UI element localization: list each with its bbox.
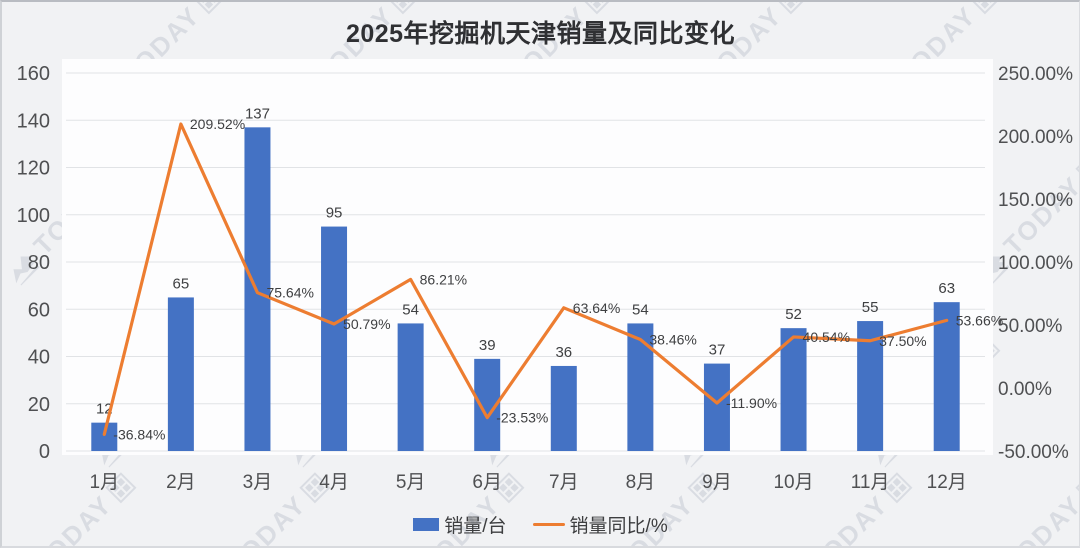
legend-item-yoy: 销量同比/% [532,511,668,538]
bar-m10 [780,328,807,451]
legend: 销量/台 销量同比/% [2,511,1079,538]
pct-label: 38.46% [649,332,696,348]
right-axis-tick: 0.00% [998,379,1052,400]
bar-m9 [703,363,730,451]
bar-value-label: 65 [173,275,190,292]
pct-label: 86.21% [420,271,467,287]
pct-label: 63.64% [573,300,620,316]
yoy-line-swatch-icon [532,522,565,527]
month-label: 7月 [549,472,579,493]
bar-m1 [91,422,118,451]
bar-value-label: 36 [555,344,572,361]
pct-labels: -36.84% 209.52% 75.64% 50.79% 86.21% -23.53% 6… [113,116,1003,442]
legend-yoy-label: 销量同比/% [569,516,668,537]
pct-label: 37.50% [879,333,926,349]
month-label: 12月 [927,472,967,493]
left-axis-tick: 0 [39,441,50,463]
month-label: 4月 [319,472,349,493]
bar-value-label: 54 [632,301,649,318]
bar-value-label: 54 [402,301,419,318]
bar-value-label: 39 [479,337,496,354]
left-axis-tick: 120 [17,158,50,180]
legend-item-sales: 销量/台 [413,511,507,538]
pct-label: -11.90% [726,395,777,411]
month-label: 10月 [773,472,813,493]
pct-label: -36.84% [113,426,165,442]
left-axis-tick: 160 [17,63,50,85]
pct-label: -23.53% [496,410,548,426]
left-axis-tick: 20 [28,394,50,416]
right-axis-tick: 200.00% [998,127,1073,148]
left-axis-tick: 60 [28,299,50,321]
right-axis-tick: -50.00% [998,442,1069,463]
bar-value-label: 63 [938,280,955,297]
bar-value-label: 52 [785,306,802,323]
left-axis-tick: 40 [28,347,50,369]
x-axis: 1月 2月 3月 4月 5月 6月 7月 8月 9月 10月 11月 12月 [90,472,967,493]
right-axis: 250.00% 200.00% 150.00% 100.00% 50.00% 0.00% -… [998,64,1073,463]
bar-m5 [397,323,424,451]
right-axis-tick: 150.00% [998,190,1073,211]
bar-value-label: 137 [245,105,270,122]
month-label: 6月 [472,472,502,493]
plot-area [62,59,993,455]
bar-m12 [933,302,960,451]
month-label: 1月 [90,472,120,493]
sales-bar-swatch-icon [413,518,440,531]
month-label: 9月 [702,472,732,493]
bar-value-label: 37 [709,342,726,359]
pct-label: 209.52% [190,116,245,132]
bar-m7 [550,365,577,451]
yoy-line [102,122,949,437]
month-label: 11月 [851,472,890,493]
right-axis-tick: 50.00% [998,316,1063,337]
bar-m4 [321,226,348,451]
left-axis-tick: 100 [17,205,50,227]
legend-sales-label: 销量/台 [444,516,507,537]
right-axis-tick: 100.00% [998,253,1073,274]
bar-m2 [167,297,194,451]
left-axis: 160 140 120 100 80 60 40 20 0 [17,63,50,463]
pct-label: 40.54% [803,329,850,345]
month-label: 5月 [396,472,426,493]
pct-label: 53.66% [956,312,1003,328]
left-axis-tick: 140 [17,110,50,132]
bar-m11 [857,321,884,451]
pct-label: 75.64% [266,285,313,301]
pct-label: 50.79% [343,316,390,332]
month-label: 8月 [626,472,656,493]
bar-value-label: 95 [326,205,343,222]
right-axis-tick: 250.00% [998,64,1073,85]
left-axis-tick: 80 [28,252,50,274]
page-title: 2025年挖掘机天津销量及同比变化 [345,20,736,48]
month-label: 3月 [243,472,273,493]
bar-value-label: 55 [862,299,879,316]
sales-bars [91,127,960,452]
month-label: 2月 [166,472,196,493]
gridlines [66,72,985,452]
